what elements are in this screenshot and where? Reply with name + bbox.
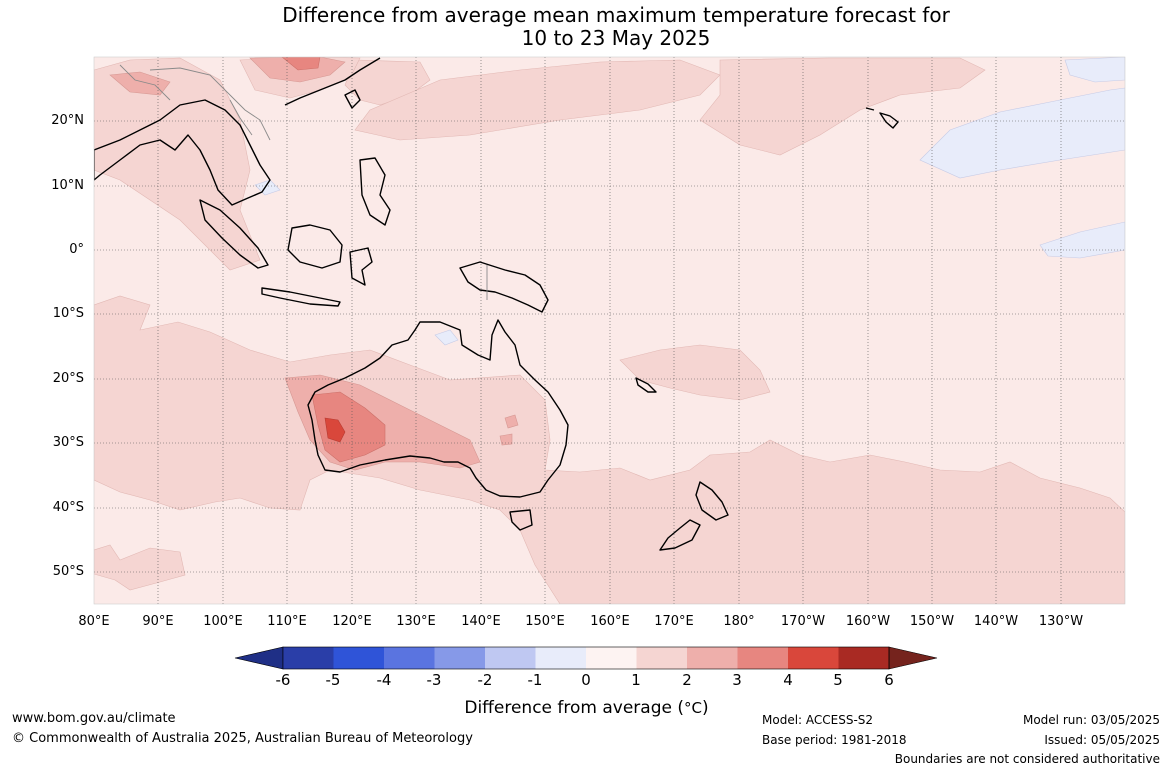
anomaly-band-1-2: [699, 57, 986, 156]
lon-label-160e: 160°E: [590, 614, 630, 629]
colorbar-segment: [636, 647, 687, 669]
china-coast: [284, 57, 381, 109]
colorbar-segment: [737, 647, 788, 669]
lon-label-140e: 140°E: [461, 614, 501, 629]
lon-label-180: 180°: [723, 614, 755, 629]
colorbar-tick: 3: [732, 671, 742, 689]
lat-label-30s: 30°S: [52, 435, 84, 450]
colorbar-tick: -3: [426, 671, 442, 689]
colorbar-segment: [788, 647, 839, 669]
chart-title: Difference from average mean maximum tem…: [0, 4, 1173, 50]
java-coast: [261, 287, 341, 307]
lat-label-40s: 40°S: [52, 500, 84, 515]
lon-label-170w: 170°W: [780, 614, 826, 629]
anomaly-band-neg: [919, 87, 1125, 179]
lon-label-170e: 170°E: [654, 614, 694, 629]
anomaly-band-1-2: [354, 59, 721, 141]
map-frame: [93, 56, 1126, 605]
colorbar-tick: -1: [527, 671, 543, 689]
colorbar-segment: [687, 647, 738, 669]
footer-disclaimer: Boundaries are not considered authoritat…: [894, 752, 1160, 766]
anomaly-band-1-2: [94, 57, 261, 271]
colorbar-tick: 1: [631, 671, 641, 689]
title-line-2: 10 to 23 May 2025: [521, 26, 711, 50]
anomaly-band-neg: [1064, 57, 1125, 83]
lat-label-0: 0°: [69, 242, 84, 257]
sulawesi-coast: [349, 247, 373, 286]
colorbar-segment: [838, 647, 889, 669]
tasmania-coast: [509, 509, 533, 531]
lat-label-10n: 10°N: [51, 178, 84, 193]
new-zealand-coast: [659, 481, 729, 551]
colorbar-outline: [282, 646, 890, 670]
colorbar-extend-low: [234, 646, 284, 670]
new-guinea-coast: [459, 261, 549, 313]
country-borders: [119, 64, 488, 300]
colorbar-extend-high: [888, 646, 938, 670]
asia-coast: [94, 99, 271, 206]
borneo-coast: [287, 224, 343, 269]
colorbar: [234, 646, 938, 670]
footer-website: www.bom.gov.au/climate: [12, 711, 176, 726]
colorbar-title: Difference from average (°C): [464, 698, 709, 718]
colorbar-segment: [434, 647, 485, 669]
colorbar-tick: 0: [581, 671, 591, 689]
colorbar-tick: -5: [325, 671, 341, 689]
lon-label-140w: 140°W: [973, 614, 1019, 629]
colorbar-tick: -2: [477, 671, 493, 689]
anomaly-band-2-3: [109, 71, 171, 96]
new-caledonia-coast: [635, 377, 657, 393]
lon-label-110e: 110°E: [267, 614, 307, 629]
colorbar-tick: 2: [682, 671, 692, 689]
colorbar-segment: [333, 647, 384, 669]
footer-base-period: Base period: 1981-2018: [762, 733, 907, 747]
australia-coast: [307, 319, 569, 498]
colorbar-segment: [535, 647, 586, 669]
anomaly-band-1-2: [619, 344, 771, 401]
lat-label-20n: 20°N: [51, 113, 84, 128]
anomaly-band-1-2: [94, 544, 186, 591]
lon-label-160w: 160°W: [845, 614, 891, 629]
lon-label-120e: 120°E: [332, 614, 372, 629]
colorbar-tick: -6: [275, 671, 291, 689]
coastlines: [94, 57, 899, 551]
colorbar-segment: [384, 647, 435, 669]
anomaly-band-3-4: [311, 391, 386, 463]
colorbar-segment: [485, 647, 536, 669]
colorbar-unit: °C: [684, 699, 702, 717]
lat-label-10s: 10°S: [52, 306, 84, 321]
lon-label-100e: 100°E: [203, 614, 243, 629]
lat-label-50s: 50°S: [52, 564, 84, 579]
anomaly-band-neg: [434, 329, 459, 346]
lat-label-20s: 20°S: [52, 371, 84, 386]
footer-model-run: Model run: 03/05/2025: [1022, 713, 1160, 727]
lon-label-80e: 80°E: [78, 614, 110, 629]
lon-label-90e: 90°E: [142, 614, 174, 629]
lon-label-130e: 130°E: [396, 614, 436, 629]
colorbar-segment: [283, 647, 334, 669]
anomaly-band-4-5: [324, 417, 346, 443]
lon-label-130w: 130°W: [1038, 614, 1084, 629]
hawaii-coast: [865, 107, 899, 129]
colorbar-tick: -4: [376, 671, 392, 689]
footer-copyright: © Commonwealth of Australia 2025, Austra…: [12, 731, 473, 746]
colorbar-segment: [586, 647, 637, 669]
lon-label-150w: 150°W: [909, 614, 955, 629]
anomaly-band-2-3: [499, 433, 513, 446]
colorbar-tick: 5: [833, 671, 843, 689]
footer-issued: Issued: 05/05/2025: [1044, 733, 1160, 747]
sumatra-coast: [199, 199, 269, 269]
colorbar-tick: 6: [884, 671, 894, 689]
anomaly-band-3-4: [281, 57, 321, 71]
colorbar-tick: 4: [783, 671, 793, 689]
philippines-coast: [359, 157, 391, 226]
anomaly-band-2-3: [504, 414, 519, 429]
footer-model: Model: ACCESS-S2: [762, 713, 874, 727]
lon-label-150e: 150°E: [525, 614, 565, 629]
title-line-1: Difference from average mean maximum tem…: [282, 3, 950, 27]
